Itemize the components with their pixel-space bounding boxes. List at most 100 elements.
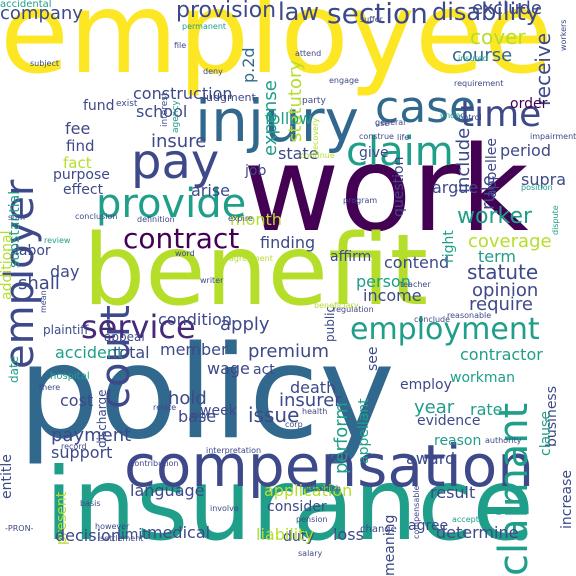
cloud-word: life	[397, 133, 410, 142]
cloud-word: salary	[298, 549, 323, 558]
cloud-word: however	[95, 522, 130, 531]
cloud-word: appellant	[356, 398, 372, 464]
cloud-word: fund	[83, 98, 115, 114]
cloud-word: cover	[470, 25, 526, 49]
cloud-word: recovery	[311, 117, 320, 153]
cloud-word: requirement	[454, 79, 504, 88]
cloud-word: wage	[207, 359, 250, 378]
cloud-word: control	[454, 113, 482, 122]
cloud-word: job	[245, 163, 267, 179]
cloud-word: application	[264, 481, 353, 500]
cloud-word: evidence	[417, 413, 481, 429]
cloud-word: conclude	[414, 315, 451, 324]
cloud-word: beneficiary	[314, 301, 359, 310]
cloud-word: state	[278, 144, 319, 163]
cloud-word: language	[130, 481, 205, 500]
cloud-word: premium	[248, 341, 329, 362]
cloud-word: subject	[30, 59, 59, 68]
cloud-word: provide	[96, 181, 247, 227]
cloud-word: worker	[457, 204, 533, 229]
cloud-word: contribution	[130, 459, 179, 468]
cloud-word: interest	[160, 92, 170, 127]
cloud-word: consider	[267, 499, 327, 515]
cloud-word: compensable	[412, 485, 421, 539]
cloud-word: -PRON-	[5, 524, 34, 533]
cloud-word: see	[365, 346, 381, 371]
cloud-word: medical	[147, 523, 211, 542]
cloud-word: reasonable	[447, 311, 492, 320]
cloud-word: claim	[346, 129, 454, 175]
cloud-word: position	[521, 183, 553, 192]
cloud-word: apply	[220, 314, 270, 335]
cloud-word: issue	[248, 403, 300, 427]
cloud-word: argue	[432, 178, 479, 197]
cloud-word: pension	[296, 515, 328, 524]
cloud-word: p.2d	[239, 47, 258, 83]
cloud-word: agreement	[229, 254, 273, 263]
cloud-word: conclusion	[75, 212, 118, 221]
cloud-word: permanent	[182, 22, 227, 31]
cloud-word: expire	[228, 214, 253, 223]
cloud-word: purpose	[53, 167, 110, 183]
cloud-word: base	[178, 407, 217, 426]
cloud-word: death	[290, 378, 337, 397]
cloud-word: result	[430, 483, 476, 502]
cloud-word: right	[441, 230, 457, 263]
cloud-word: increase	[559, 469, 575, 529]
cloud-word: claimant	[491, 402, 537, 576]
cloud-word: period	[500, 141, 551, 160]
cloud-word: member	[160, 340, 228, 359]
cloud-word: mean	[39, 290, 48, 313]
cloud-word: limit	[117, 527, 148, 543]
cloud-word: health	[302, 407, 328, 416]
cloud-word: insurance	[45, 446, 534, 563]
cloud-word: general	[375, 118, 406, 127]
cloud-word: find	[66, 137, 95, 155]
cloud-word: agree	[408, 518, 449, 534]
cloud-word: section	[327, 0, 428, 30]
cloud-word: involve	[210, 504, 239, 513]
cloud-word: policy	[18, 319, 395, 468]
cloud-word: regulation	[333, 305, 374, 314]
cloud-word: affirm	[330, 249, 372, 265]
cloud-word: continue	[300, 151, 335, 160]
cloud-word: total	[113, 343, 150, 362]
cloud-word: rate	[470, 400, 503, 419]
cloud-word: hospital	[50, 371, 90, 382]
cloud-word: question	[391, 156, 407, 217]
cloud-word: finding	[260, 233, 316, 252]
cloud-word: person	[356, 272, 411, 291]
cloud-word: award	[406, 449, 456, 468]
cloud-word: insurer	[279, 390, 342, 411]
cloud-word: support	[51, 443, 113, 462]
cloud-word: word	[175, 249, 195, 258]
cloud-word: attend	[295, 49, 322, 58]
cloud-word: payment	[51, 425, 132, 446]
cloud-word: fee	[65, 119, 91, 138]
cloud-word: suffer	[360, 15, 383, 24]
cloud-word: supra	[521, 170, 567, 189]
cloud-word: program	[343, 196, 378, 205]
cloud-word: accident	[55, 343, 124, 362]
cloud-word: workman	[450, 370, 515, 386]
cloud-word: arise	[191, 181, 231, 200]
cloud-word: service	[81, 308, 196, 346]
cloud-word: appeal	[104, 330, 145, 344]
cloud-word: injury	[195, 87, 359, 155]
cloud-word: employ	[400, 377, 452, 393]
cloud-word: accept	[452, 515, 479, 524]
cloud-word: condition	[158, 310, 232, 329]
cloud-word: course	[452, 45, 513, 66]
cloud-word: clause	[538, 411, 554, 456]
cloud-word: labor	[15, 243, 51, 259]
cloud-word: month	[230, 210, 282, 229]
cloud-word: construe	[359, 132, 394, 141]
cloud-word: coverage	[468, 231, 552, 252]
cloud-word: give	[359, 145, 389, 161]
cloud-word: use	[375, 119, 390, 128]
cloud-word: review	[44, 236, 71, 245]
cloud-word: order	[510, 96, 548, 112]
cloud-word: change	[360, 524, 397, 535]
cloud-word: engage	[329, 76, 359, 85]
